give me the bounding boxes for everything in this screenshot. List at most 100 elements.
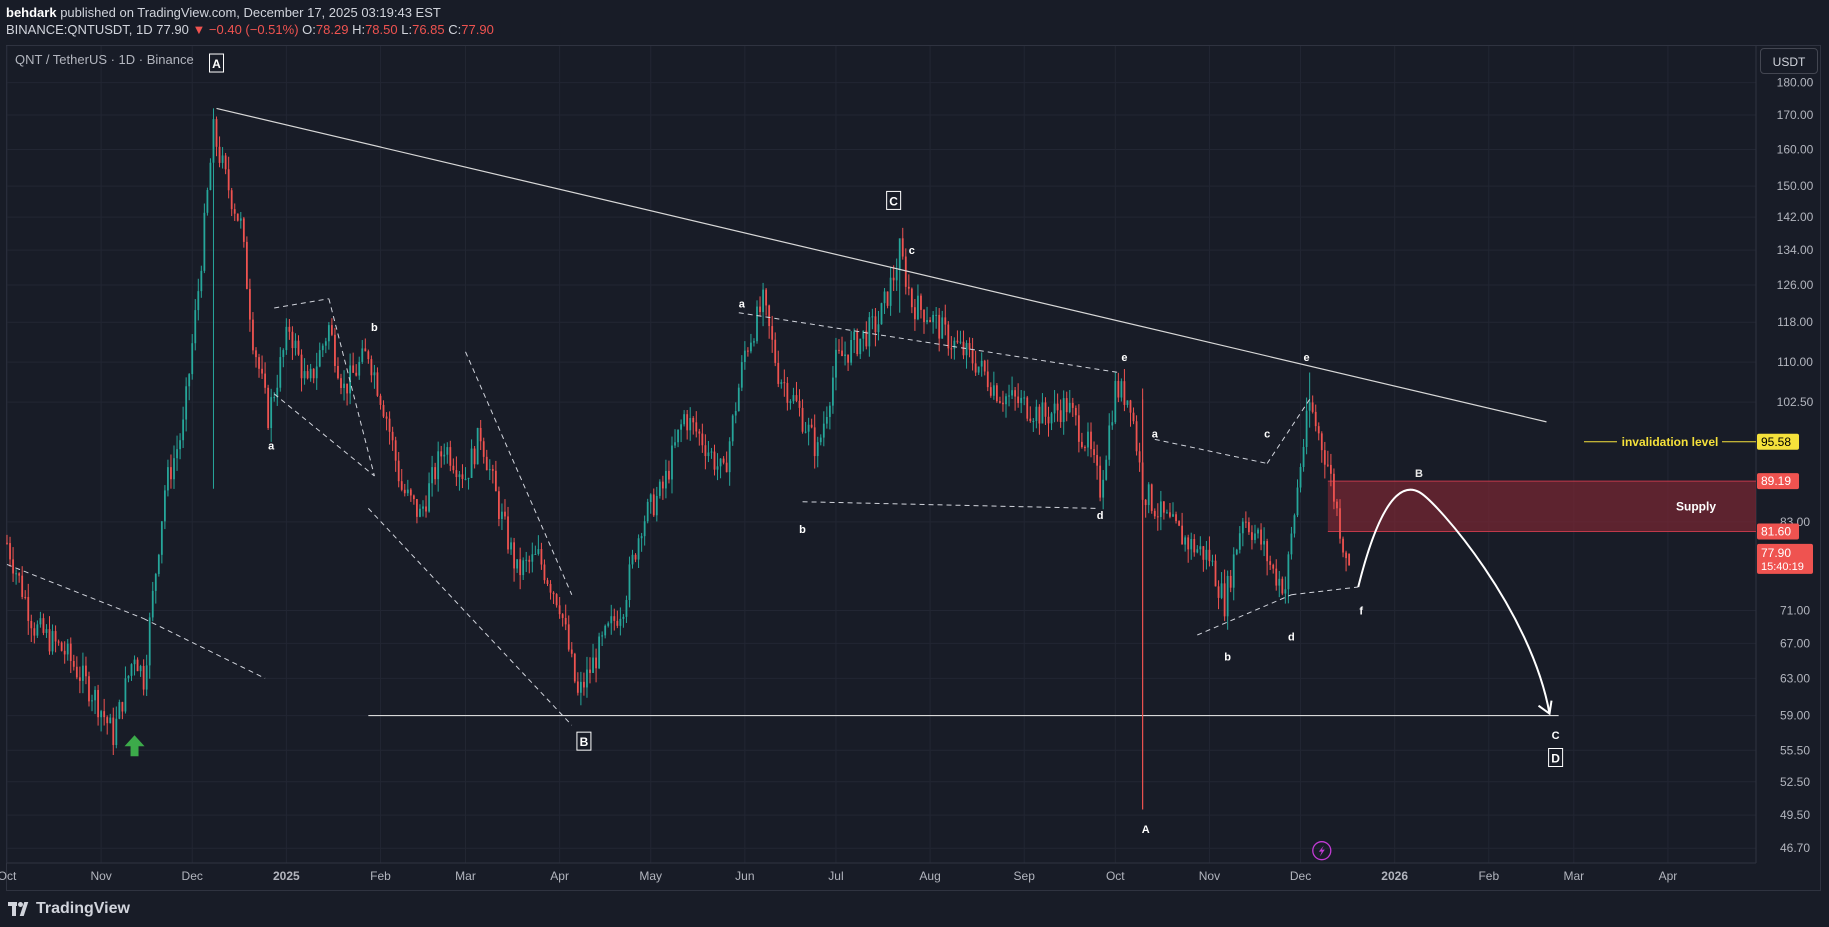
candle-body	[604, 625, 607, 636]
candle-body	[355, 372, 358, 376]
candle-body	[713, 451, 716, 470]
candle-body	[1281, 578, 1284, 594]
candle-body	[431, 467, 434, 484]
lightning-bolt	[1318, 845, 1325, 857]
candle-body	[321, 345, 324, 351]
candle-body	[579, 681, 582, 693]
candle-body	[753, 341, 755, 343]
candle-body	[498, 491, 500, 519]
wave-label: a	[1152, 428, 1159, 440]
candle-body	[671, 445, 673, 480]
candle-body	[136, 659, 139, 672]
wave-box-label	[576, 731, 592, 751]
candle-body	[367, 351, 370, 360]
candle-body	[926, 320, 928, 323]
candle-body	[564, 617, 567, 625]
candle-body	[473, 448, 476, 465]
candle-body	[145, 665, 148, 690]
candle-body	[680, 424, 682, 430]
invalidation-label-bg	[1617, 433, 1722, 450]
candle-body	[734, 411, 737, 416]
candle-body	[917, 295, 919, 320]
candle-body	[1208, 549, 1211, 562]
price-tick-label: 110.00	[1777, 355, 1813, 369]
candle-body	[33, 628, 36, 636]
candle-body	[589, 669, 591, 673]
candle-body	[649, 494, 652, 502]
candle-body	[1138, 451, 1141, 463]
candle-body	[598, 636, 601, 669]
candle-body	[683, 414, 686, 425]
candle-body	[340, 378, 342, 388]
candle-body	[1090, 431, 1092, 450]
candle-body	[30, 620, 33, 629]
candle-body	[54, 631, 57, 642]
candle-body	[822, 423, 825, 438]
candle-body	[1211, 560, 1214, 562]
time-tick-label: Apr	[550, 869, 569, 883]
candle-body	[1074, 407, 1077, 416]
time-tick-label: Nov	[1199, 869, 1220, 883]
candle-body	[400, 481, 403, 490]
tradingview-icon	[8, 902, 30, 916]
countdown-badge: 15:40:19	[1761, 561, 1804, 573]
drawings-layer: invalidation level A C B Da b a b c d e a b c d e f A B C	[6, 53, 1756, 861]
wave-line	[274, 298, 329, 309]
price-tick-label: 67.00	[1780, 636, 1810, 650]
candle-body	[573, 653, 576, 682]
candle-body	[1044, 402, 1047, 417]
candle-body	[1190, 539, 1193, 550]
candle-body	[1244, 521, 1247, 523]
candle-body	[583, 681, 585, 688]
candle-body	[838, 349, 840, 351]
author-name[interactable]: behdark	[6, 5, 57, 20]
symbol-line: BINANCE:QNTUSDT, 1D	[6, 22, 153, 37]
candle-body	[212, 119, 215, 163]
candle-body	[1150, 484, 1153, 511]
invalidation-badge-bg	[1757, 433, 1799, 450]
candle-body	[625, 600, 628, 617]
candle-body	[1068, 402, 1071, 413]
candle-body	[51, 631, 54, 652]
candle-body	[774, 339, 777, 363]
supply-top-badge: 89.19	[1761, 474, 1791, 488]
currency-button[interactable]: USDT	[1760, 48, 1818, 74]
candle-body	[1105, 459, 1108, 480]
candle-body	[112, 717, 115, 746]
candle-body	[245, 241, 248, 289]
candle-body	[658, 481, 661, 496]
candle-body	[48, 629, 51, 652]
candle-body	[692, 417, 695, 423]
candle-body	[999, 401, 1001, 403]
candle-body	[464, 478, 467, 480]
candle-body	[422, 506, 424, 509]
candle-body	[437, 451, 440, 480]
price-change: ▼ −0.40 (−0.51%)	[192, 22, 299, 37]
low-label: L:	[401, 22, 413, 37]
candle-body	[148, 617, 151, 666]
candle-body	[646, 501, 649, 522]
candle-body	[279, 357, 282, 388]
candle-body	[750, 342, 752, 352]
tradingview-logo[interactable]: TradingView	[8, 900, 130, 918]
candle-body	[42, 618, 45, 633]
candle-body	[923, 309, 925, 323]
candle-body	[610, 616, 613, 624]
candle-body	[698, 431, 701, 434]
candle-body	[1153, 510, 1156, 517]
candle-body	[318, 350, 321, 367]
candle-body	[133, 659, 136, 665]
candle-body	[1002, 402, 1004, 405]
candle-body	[185, 386, 188, 420]
candle-body	[1196, 549, 1199, 553]
candle-body	[932, 314, 935, 323]
candle-body	[1290, 533, 1293, 555]
candle-body	[288, 326, 291, 332]
candle-body	[1114, 380, 1117, 423]
candle-body	[428, 483, 430, 512]
time-tick-label: Mar	[455, 869, 476, 883]
projection-arc	[1357, 488, 1551, 714]
candle-body	[163, 490, 166, 522]
candle-body	[844, 354, 846, 357]
